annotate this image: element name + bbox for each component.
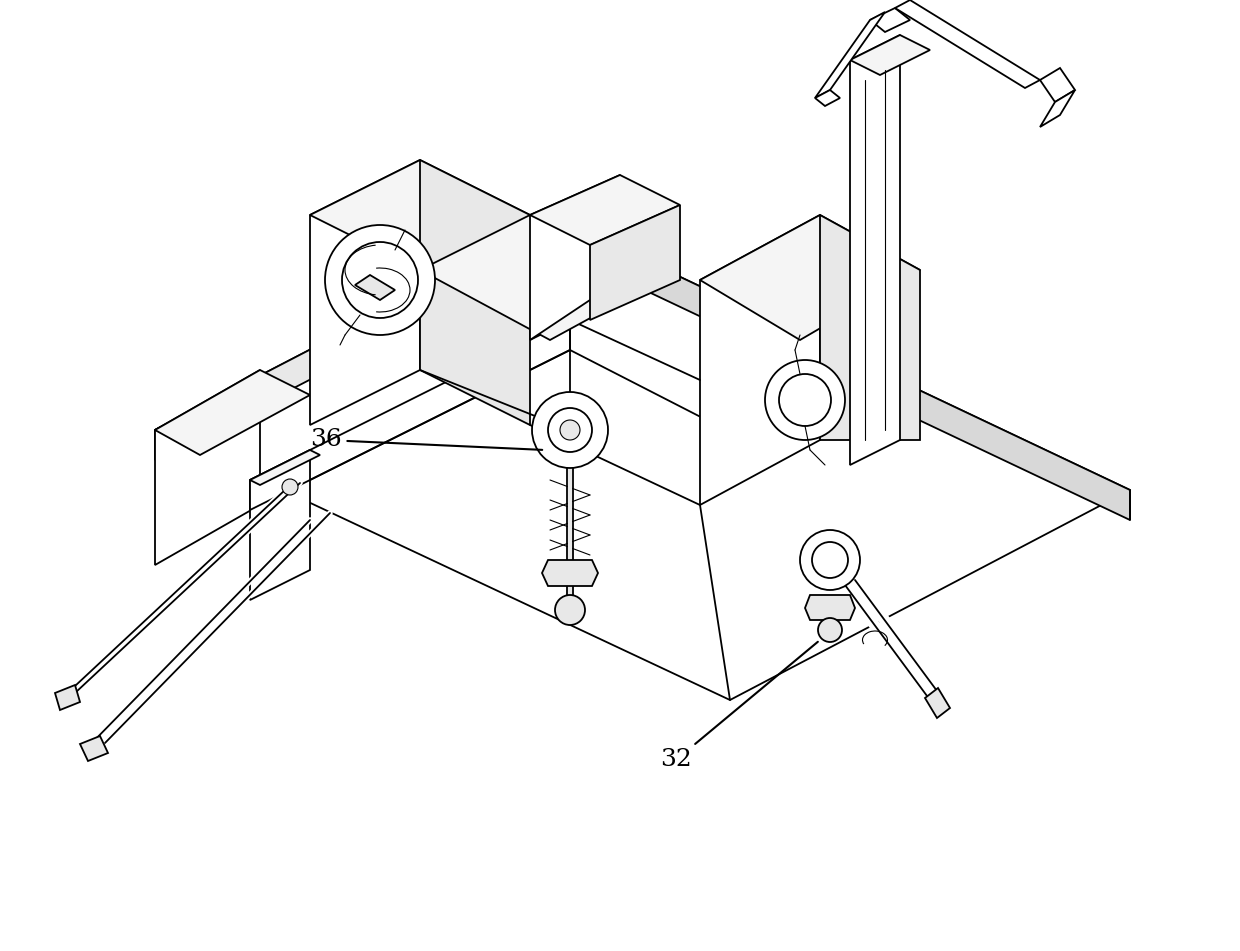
Circle shape (800, 530, 861, 590)
Polygon shape (895, 0, 1040, 88)
Polygon shape (815, 12, 885, 98)
Polygon shape (701, 215, 920, 340)
Circle shape (556, 595, 585, 625)
Polygon shape (542, 560, 598, 586)
Circle shape (779, 374, 831, 426)
Polygon shape (815, 90, 839, 106)
Polygon shape (155, 370, 310, 455)
Polygon shape (250, 450, 320, 485)
Polygon shape (849, 35, 930, 75)
Polygon shape (155, 370, 260, 565)
Polygon shape (820, 215, 920, 440)
Polygon shape (250, 450, 310, 600)
Polygon shape (701, 215, 820, 505)
Polygon shape (310, 160, 420, 425)
Polygon shape (925, 688, 950, 718)
Polygon shape (420, 215, 660, 340)
Polygon shape (805, 595, 856, 620)
Circle shape (325, 225, 435, 335)
Circle shape (281, 479, 298, 495)
Circle shape (765, 360, 844, 440)
Polygon shape (310, 160, 529, 270)
Polygon shape (1040, 68, 1075, 102)
Circle shape (560, 420, 580, 440)
Polygon shape (529, 175, 680, 245)
Polygon shape (1040, 90, 1075, 127)
Polygon shape (250, 320, 570, 510)
Polygon shape (870, 8, 910, 32)
Circle shape (812, 542, 848, 578)
Text: 36: 36 (310, 429, 542, 452)
Polygon shape (55, 685, 81, 710)
Polygon shape (155, 220, 560, 460)
Polygon shape (849, 35, 900, 465)
Polygon shape (590, 205, 680, 320)
Circle shape (548, 408, 591, 452)
Circle shape (818, 618, 842, 642)
Polygon shape (155, 220, 1130, 700)
Polygon shape (81, 736, 108, 761)
Text: 32: 32 (660, 642, 818, 771)
Polygon shape (560, 220, 1130, 520)
Circle shape (342, 242, 418, 318)
Circle shape (532, 392, 608, 468)
Polygon shape (355, 275, 396, 300)
Polygon shape (529, 175, 620, 340)
Polygon shape (420, 160, 529, 425)
